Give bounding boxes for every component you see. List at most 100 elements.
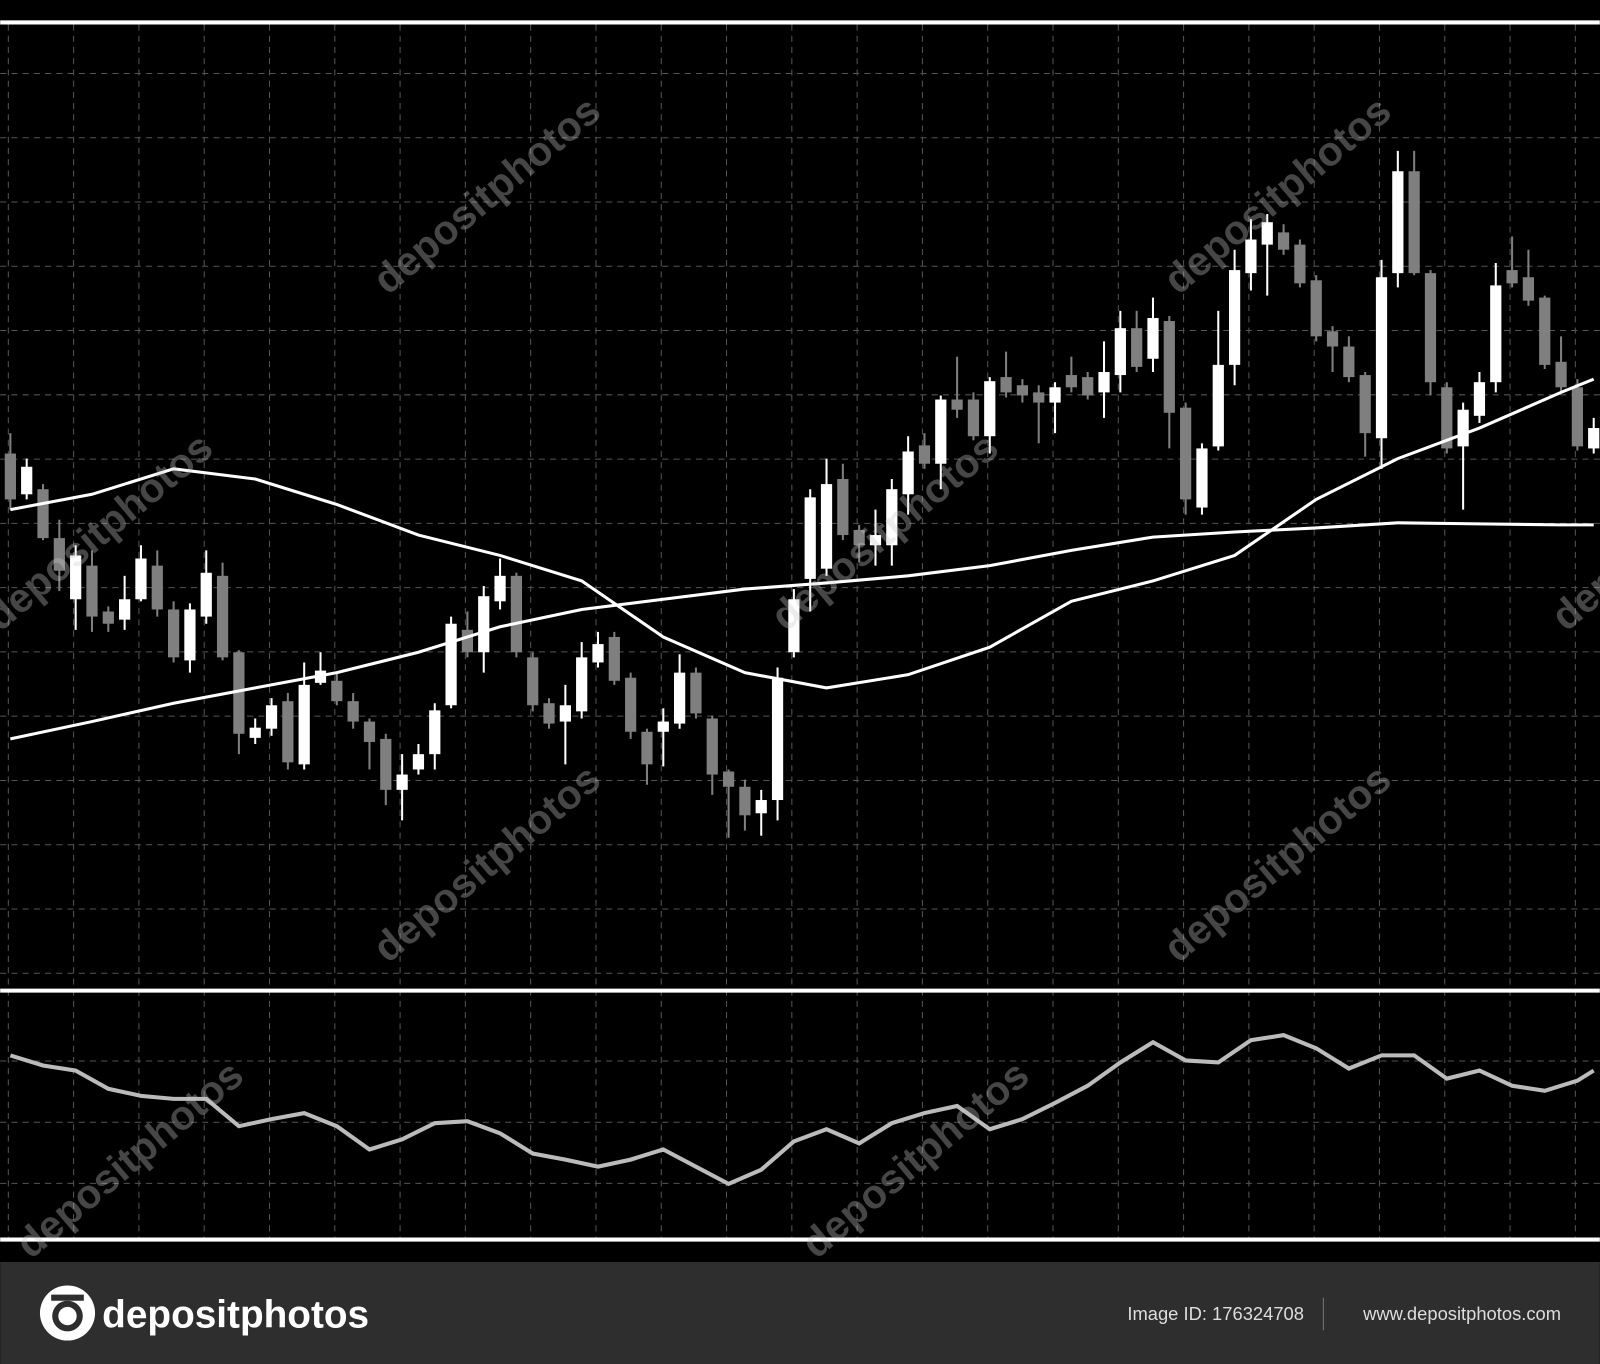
candle-body xyxy=(1049,387,1061,403)
candle-body xyxy=(984,381,996,437)
candle-body xyxy=(722,771,735,787)
candle-body xyxy=(1310,280,1322,337)
footer-bar xyxy=(0,1261,1600,1364)
candle-body xyxy=(298,684,310,765)
candle-body xyxy=(527,657,539,706)
candle-body xyxy=(1033,392,1045,403)
candle-body xyxy=(331,680,343,702)
candle-body xyxy=(429,710,441,755)
oscillator-line xyxy=(9,1033,1595,1187)
candle-body xyxy=(690,672,702,714)
candle-body xyxy=(1408,171,1420,274)
candle-body xyxy=(967,399,980,437)
candle-body xyxy=(445,623,457,706)
candle-body xyxy=(363,721,376,742)
candle-body xyxy=(1343,346,1355,378)
candle-body xyxy=(1147,317,1159,359)
candle-body xyxy=(396,774,408,790)
candle-body xyxy=(1571,387,1583,447)
candle-body xyxy=(1473,382,1486,416)
image-id: Image ID: 176324708 xyxy=(1127,1303,1304,1324)
candle-body xyxy=(771,677,784,801)
candle-body xyxy=(1555,361,1567,388)
candle-body xyxy=(249,727,261,738)
candle-body xyxy=(1098,372,1110,393)
candle-body xyxy=(837,479,849,536)
candle-body xyxy=(820,484,833,569)
candle-body xyxy=(1359,375,1371,434)
candle-body xyxy=(674,672,686,724)
logo-icon xyxy=(51,1294,84,1301)
candle-body xyxy=(706,718,718,775)
candle-body xyxy=(641,731,653,765)
candle-body xyxy=(1065,375,1077,388)
candle-body xyxy=(510,575,522,653)
candle-body xyxy=(494,575,506,602)
candle-body xyxy=(119,599,131,620)
candle-body xyxy=(592,644,604,663)
moving-average xyxy=(10,521,1594,741)
candle-body xyxy=(21,466,33,495)
candle-body xyxy=(200,572,212,617)
candle-body xyxy=(184,609,196,661)
candle-body xyxy=(1506,270,1518,284)
plot xyxy=(4,150,1600,1187)
candle-body xyxy=(804,497,816,579)
candle-body xyxy=(282,701,294,763)
candle-body xyxy=(412,754,425,770)
candle-body xyxy=(1277,232,1290,250)
candle-body xyxy=(788,599,800,653)
site-url: www.depositphotos.com xyxy=(1362,1303,1561,1324)
candle-body xyxy=(853,529,865,546)
candle-body xyxy=(1245,239,1257,274)
candle-body xyxy=(1082,377,1094,396)
candle-body xyxy=(951,399,963,410)
candle-body xyxy=(4,453,16,500)
candle-body xyxy=(1522,277,1535,301)
candle-body xyxy=(755,800,767,814)
candle-body xyxy=(935,399,947,464)
candle-body xyxy=(1261,222,1273,245)
footer: depositphotos Image ID: 176324708 www.de… xyxy=(0,1261,1600,1364)
logo-icon xyxy=(58,1306,77,1326)
candle-body xyxy=(151,565,163,610)
candle-body xyxy=(1180,407,1192,500)
candle-body xyxy=(1441,387,1453,449)
candle-body xyxy=(869,535,882,546)
candle-body xyxy=(347,701,359,722)
moving-average xyxy=(10,377,1595,690)
candle-body xyxy=(1490,285,1502,383)
candle-body xyxy=(576,657,588,712)
candle-body xyxy=(625,677,637,732)
candle-body xyxy=(478,596,490,653)
candle-body xyxy=(1457,409,1469,447)
candle-body xyxy=(1000,377,1012,393)
candle-body xyxy=(37,489,49,539)
candle-body xyxy=(70,555,82,600)
candle-body xyxy=(1016,385,1029,396)
candle-body xyxy=(886,489,898,546)
candle-body xyxy=(265,705,278,729)
candle-body xyxy=(902,451,914,495)
candle-body xyxy=(380,738,392,790)
candle-body xyxy=(216,575,229,658)
candle-body xyxy=(1326,331,1339,347)
candle-body xyxy=(1131,328,1143,367)
candle-body xyxy=(233,652,245,734)
candle-body xyxy=(1196,448,1208,508)
candle-body xyxy=(559,705,571,722)
candle-body xyxy=(1114,328,1126,376)
candle-body xyxy=(461,629,474,653)
grid xyxy=(0,24,1600,1238)
candle-body xyxy=(657,721,669,732)
candle-body xyxy=(1375,277,1388,439)
background xyxy=(0,0,1600,1262)
candle-body xyxy=(1212,364,1224,447)
candle-body xyxy=(1163,321,1175,413)
candle-body xyxy=(135,558,147,600)
candle-body xyxy=(1424,273,1437,383)
candle-body xyxy=(739,786,751,816)
candle-body xyxy=(1539,297,1551,365)
candle-body xyxy=(1228,270,1241,365)
